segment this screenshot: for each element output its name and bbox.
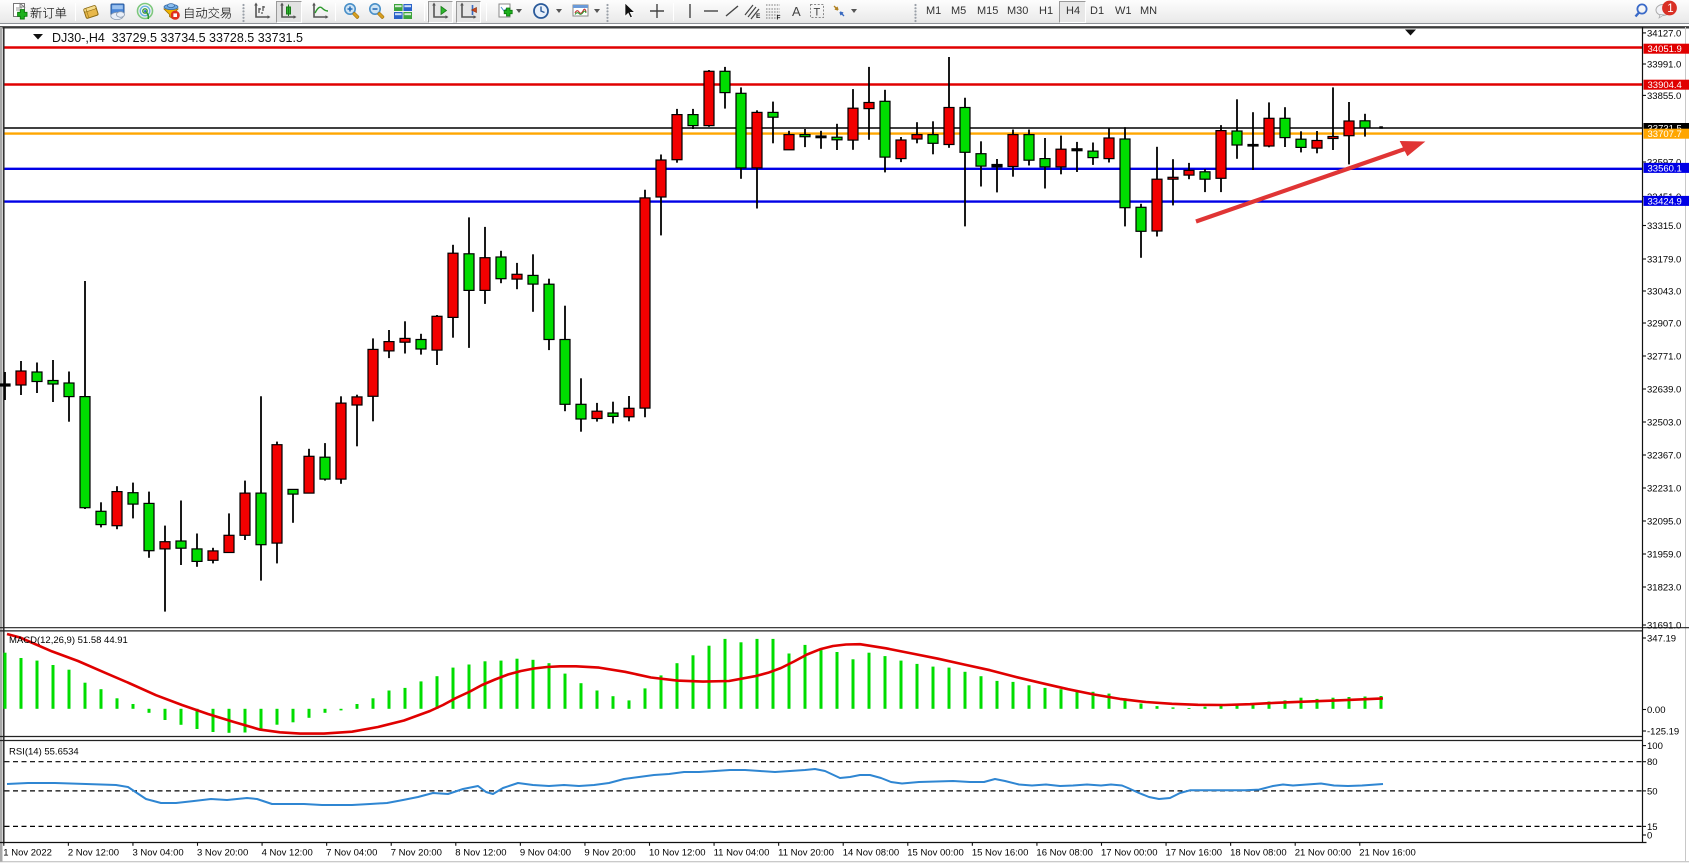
svg-text:21 Nov 00:00: 21 Nov 00:00 bbox=[1295, 848, 1352, 859]
svg-text:1 Nov 2022: 1 Nov 2022 bbox=[3, 848, 52, 859]
svg-text:8 Nov 12:00: 8 Nov 12:00 bbox=[455, 848, 506, 859]
svg-text:17 Nov 00:00: 17 Nov 00:00 bbox=[1101, 848, 1158, 859]
svg-text:32639.0: 32639.0 bbox=[1647, 384, 1681, 395]
svg-text:A: A bbox=[792, 4, 801, 19]
svg-text:3 Nov 20:00: 3 Nov 20:00 bbox=[197, 848, 248, 859]
svg-text:33904.4: 33904.4 bbox=[1648, 80, 1682, 91]
svg-text:33855.0: 33855.0 bbox=[1647, 91, 1681, 102]
svg-text:33315.0: 33315.0 bbox=[1647, 221, 1681, 232]
svg-text:31823.0: 31823.0 bbox=[1647, 582, 1681, 593]
svg-text:34127.0: 34127.0 bbox=[1647, 28, 1681, 39]
svg-text:33179.0: 33179.0 bbox=[1647, 254, 1681, 265]
svg-text:F: F bbox=[777, 15, 781, 22]
svg-text:32771.0: 32771.0 bbox=[1647, 351, 1681, 362]
svg-text:15 Nov 16:00: 15 Nov 16:00 bbox=[972, 848, 1029, 859]
svg-text:31691.0: 31691.0 bbox=[1647, 620, 1681, 631]
svg-text:80: 80 bbox=[1647, 757, 1658, 768]
svg-text:15 Nov 00:00: 15 Nov 00:00 bbox=[907, 848, 964, 859]
svg-text:9 Nov 04:00: 9 Nov 04:00 bbox=[520, 848, 571, 859]
svg-text:50: 50 bbox=[1647, 786, 1658, 797]
svg-text:RSI(14) 55.6534: RSI(14) 55.6534 bbox=[9, 747, 79, 758]
svg-text:MACD(12,26,9) 51.58 44.91: MACD(12,26,9) 51.58 44.91 bbox=[9, 635, 128, 646]
svg-text:7 Nov 20:00: 7 Nov 20:00 bbox=[391, 848, 442, 859]
svg-text:33707.7: 33707.7 bbox=[1648, 129, 1682, 140]
svg-text:32907.0: 32907.0 bbox=[1647, 318, 1681, 329]
svg-text:32503.0: 32503.0 bbox=[1647, 417, 1681, 428]
svg-text:34051.9: 34051.9 bbox=[1648, 44, 1682, 55]
svg-text:-125.19: -125.19 bbox=[1647, 726, 1679, 737]
svg-text:16 Nov 08:00: 16 Nov 08:00 bbox=[1036, 848, 1093, 859]
svg-text:33424.9: 33424.9 bbox=[1648, 196, 1682, 207]
svg-text:33043.0: 33043.0 bbox=[1647, 286, 1681, 297]
svg-text:32231.0: 32231.0 bbox=[1647, 483, 1681, 494]
svg-text:T: T bbox=[814, 7, 821, 19]
svg-text:11 Nov 04:00: 11 Nov 04:00 bbox=[714, 848, 770, 859]
svg-text:0: 0 bbox=[1647, 830, 1652, 841]
svg-text:17 Nov 16:00: 17 Nov 16:00 bbox=[1166, 848, 1223, 859]
svg-text:18 Nov 08:00: 18 Nov 08:00 bbox=[1230, 848, 1287, 859]
svg-text:33991.0: 33991.0 bbox=[1647, 59, 1681, 70]
svg-text:4 Nov 12:00: 4 Nov 12:00 bbox=[262, 848, 313, 859]
svg-text:0.00: 0.00 bbox=[1647, 705, 1666, 716]
svg-text:11 Nov 20:00: 11 Nov 20:00 bbox=[778, 848, 834, 859]
svg-text:7 Nov 04:00: 7 Nov 04:00 bbox=[326, 848, 377, 859]
svg-text:32367.0: 32367.0 bbox=[1647, 450, 1681, 461]
svg-text:2 Nov 12:00: 2 Nov 12:00 bbox=[68, 848, 119, 859]
svg-text:31959.0: 31959.0 bbox=[1647, 549, 1681, 560]
svg-text:21 Nov 16:00: 21 Nov 16:00 bbox=[1359, 848, 1416, 859]
svg-text:347.19: 347.19 bbox=[1647, 633, 1676, 644]
svg-text:100: 100 bbox=[1647, 741, 1663, 752]
svg-text:10 Nov 12:00: 10 Nov 12:00 bbox=[649, 848, 706, 859]
svg-text:E: E bbox=[756, 13, 761, 20]
svg-text:32095.0: 32095.0 bbox=[1647, 516, 1681, 527]
svg-text:14 Nov 08:00: 14 Nov 08:00 bbox=[843, 848, 900, 859]
svg-text:DJ30-,H4 33729.5 33734.5 3372: DJ30-,H4 33729.5 33734.5 33728.5 33731.5 bbox=[52, 31, 303, 45]
svg-text:9 Nov 20:00: 9 Nov 20:00 bbox=[584, 848, 635, 859]
svg-text:15: 15 bbox=[1647, 822, 1658, 833]
svg-text:3 Nov 04:00: 3 Nov 04:00 bbox=[132, 848, 183, 859]
svg-text:33560.1: 33560.1 bbox=[1648, 163, 1682, 174]
svg-text:1: 1 bbox=[1667, 3, 1673, 15]
